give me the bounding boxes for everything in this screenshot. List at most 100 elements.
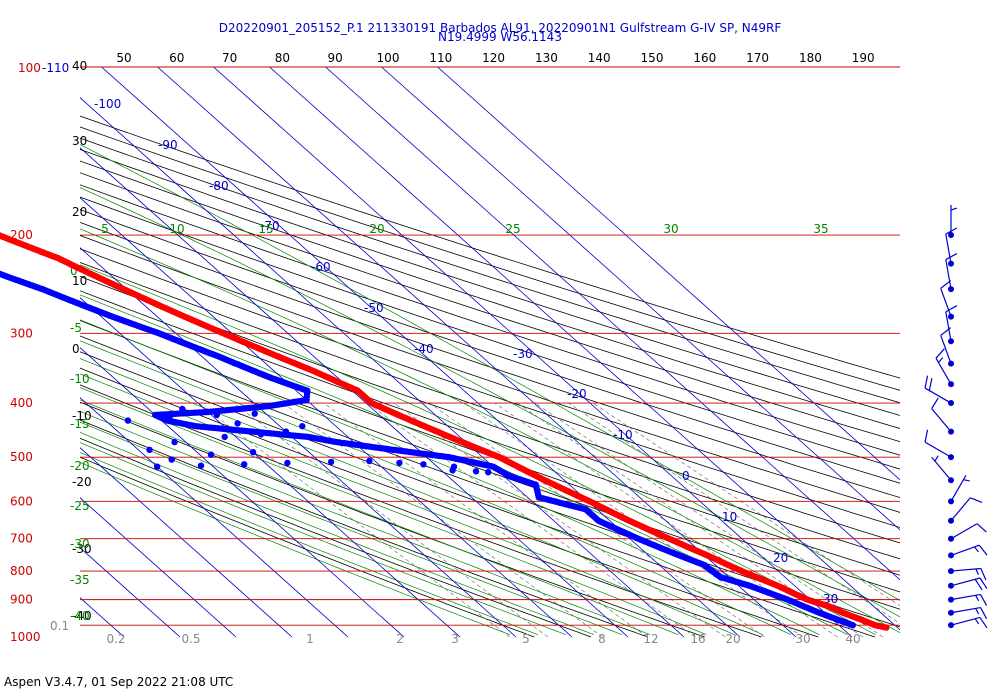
dewpoint-point xyxy=(257,431,265,438)
wind-barb xyxy=(935,348,954,388)
dewpoint-point xyxy=(472,468,480,475)
potential-temperature-label: 90 xyxy=(328,51,343,65)
wind-barb xyxy=(948,475,970,505)
dry-adiabat-line xyxy=(80,184,900,456)
dry-adiabat-line xyxy=(80,261,900,544)
wind-barb xyxy=(948,593,988,606)
pressure-label: 400 xyxy=(10,396,33,410)
pressure-label: 500 xyxy=(10,450,33,464)
isotherm-label: -100 xyxy=(94,97,121,111)
moist-adiabat-line xyxy=(80,421,623,636)
mixing-ratio-label: 20 xyxy=(725,632,740,646)
dry-adiabat-line xyxy=(80,320,900,610)
chart-title-line-1: D20220901_205152_P.1 211330191 Barbados … xyxy=(218,21,782,35)
mixing-ratio-line xyxy=(535,402,884,638)
pressure-label: 600 xyxy=(10,494,33,508)
wind-barb xyxy=(948,205,958,239)
isotherm-label: -70 xyxy=(260,219,280,233)
dewpoint-point xyxy=(168,456,175,463)
mixing-ratio-label: 16 xyxy=(690,632,705,646)
moist-adiabat-label: 30 xyxy=(663,222,678,236)
mixing-ratio-label: 12 xyxy=(643,632,658,646)
moist-adiabat-label: -10 xyxy=(70,372,90,386)
potential-temperature-label: 120 xyxy=(482,51,505,65)
dewpoint-point xyxy=(249,449,257,456)
mixing-ratio-label: 30 xyxy=(795,632,810,646)
dewpoint-point xyxy=(179,405,186,413)
moist-adiabat-label: 20 xyxy=(369,222,384,236)
dewpoint-point xyxy=(241,461,248,468)
isotherm-label: -60 xyxy=(311,260,331,274)
potential-temperature-label: 100 xyxy=(377,51,400,65)
dry-adiabat-line xyxy=(80,290,900,576)
wind-barb xyxy=(948,606,988,619)
dry-adiabat-line xyxy=(80,305,900,593)
pressure-label: 100 xyxy=(18,61,41,75)
moist-adiabat-line xyxy=(80,294,848,636)
dry-adiabat-line xyxy=(80,221,900,499)
potential-temperature-label: -40 xyxy=(72,609,92,623)
moist-adiabat-label: 25 xyxy=(505,222,520,236)
mixing-ratio-label: 0.1 xyxy=(50,619,69,633)
isotherm-label: -80 xyxy=(209,179,229,193)
plot-area xyxy=(0,67,900,638)
temperature-point xyxy=(0,232,2,238)
wind-barb xyxy=(948,523,987,542)
potential-temperature-label: 130 xyxy=(535,51,558,65)
isotherm-line xyxy=(325,67,900,581)
wind-barb xyxy=(924,375,954,407)
isotherm-line xyxy=(0,67,68,637)
moist-adiabat-label: -25 xyxy=(70,499,90,513)
dewpoint-point xyxy=(124,417,132,424)
potential-temperature-label: -30 xyxy=(72,542,92,556)
moist-adiabat-line xyxy=(80,399,679,636)
dry-adiabat-line xyxy=(80,172,900,443)
potential-temperature-label: 140 xyxy=(588,51,611,65)
moist-adiabat-line xyxy=(80,187,900,618)
mixing-ratio-line xyxy=(592,402,900,607)
dry-adiabat-line xyxy=(80,351,876,638)
wind-barb xyxy=(940,280,954,320)
moist-adiabat-label: 0 xyxy=(70,264,78,278)
isotherm-line xyxy=(157,67,797,638)
moist-adiabat-label: -40 xyxy=(70,609,90,623)
dry-adiabat-line xyxy=(80,126,900,391)
dewpoint-point xyxy=(146,446,153,453)
potential-temperature-label: 190 xyxy=(852,51,875,65)
potential-temperature-label: 50 xyxy=(116,51,131,65)
mixing-ratio-line xyxy=(366,402,696,638)
isotherm-line xyxy=(0,67,12,637)
moist-adiabat-line xyxy=(80,264,876,636)
moist-adiabat-line xyxy=(80,319,820,636)
dry-adiabat-line xyxy=(80,248,900,528)
wind-barb xyxy=(931,397,954,435)
isotherm-line xyxy=(381,67,900,531)
dewpoint-point xyxy=(449,467,456,474)
moist-adiabat-label: 5 xyxy=(101,222,109,236)
wind-barb xyxy=(931,455,954,484)
moist-adiabat-line xyxy=(80,432,595,636)
isotherm-line xyxy=(80,297,461,638)
dry-adiabat-line xyxy=(80,115,900,379)
isotherm-line xyxy=(80,397,349,638)
mixing-ratio-label: 0.2 xyxy=(106,632,125,646)
mixing-ratio-label: 0.5 xyxy=(181,632,200,646)
dry-adiabat-line xyxy=(80,275,900,560)
isotherm-line xyxy=(80,97,685,638)
dewpoint-point xyxy=(485,469,492,476)
dry-adiabat-line xyxy=(80,456,535,638)
dewpoint-point xyxy=(299,423,306,430)
wind-barb xyxy=(945,305,958,345)
dewpoint-point xyxy=(166,414,173,421)
pressure-label: 900 xyxy=(10,593,33,607)
moist-adiabat-label: -15 xyxy=(70,417,90,431)
wind-barb xyxy=(948,544,988,559)
dry-adiabat-line xyxy=(80,137,900,404)
dry-adiabat-line xyxy=(80,196,900,470)
moist-adiabat-line xyxy=(80,358,763,636)
dewpoint-point xyxy=(366,457,373,465)
isotherm-line xyxy=(437,67,900,481)
moist-adiabat-line xyxy=(80,410,651,636)
isotherm-line xyxy=(80,497,237,638)
moist-adiabat-line xyxy=(80,228,900,634)
